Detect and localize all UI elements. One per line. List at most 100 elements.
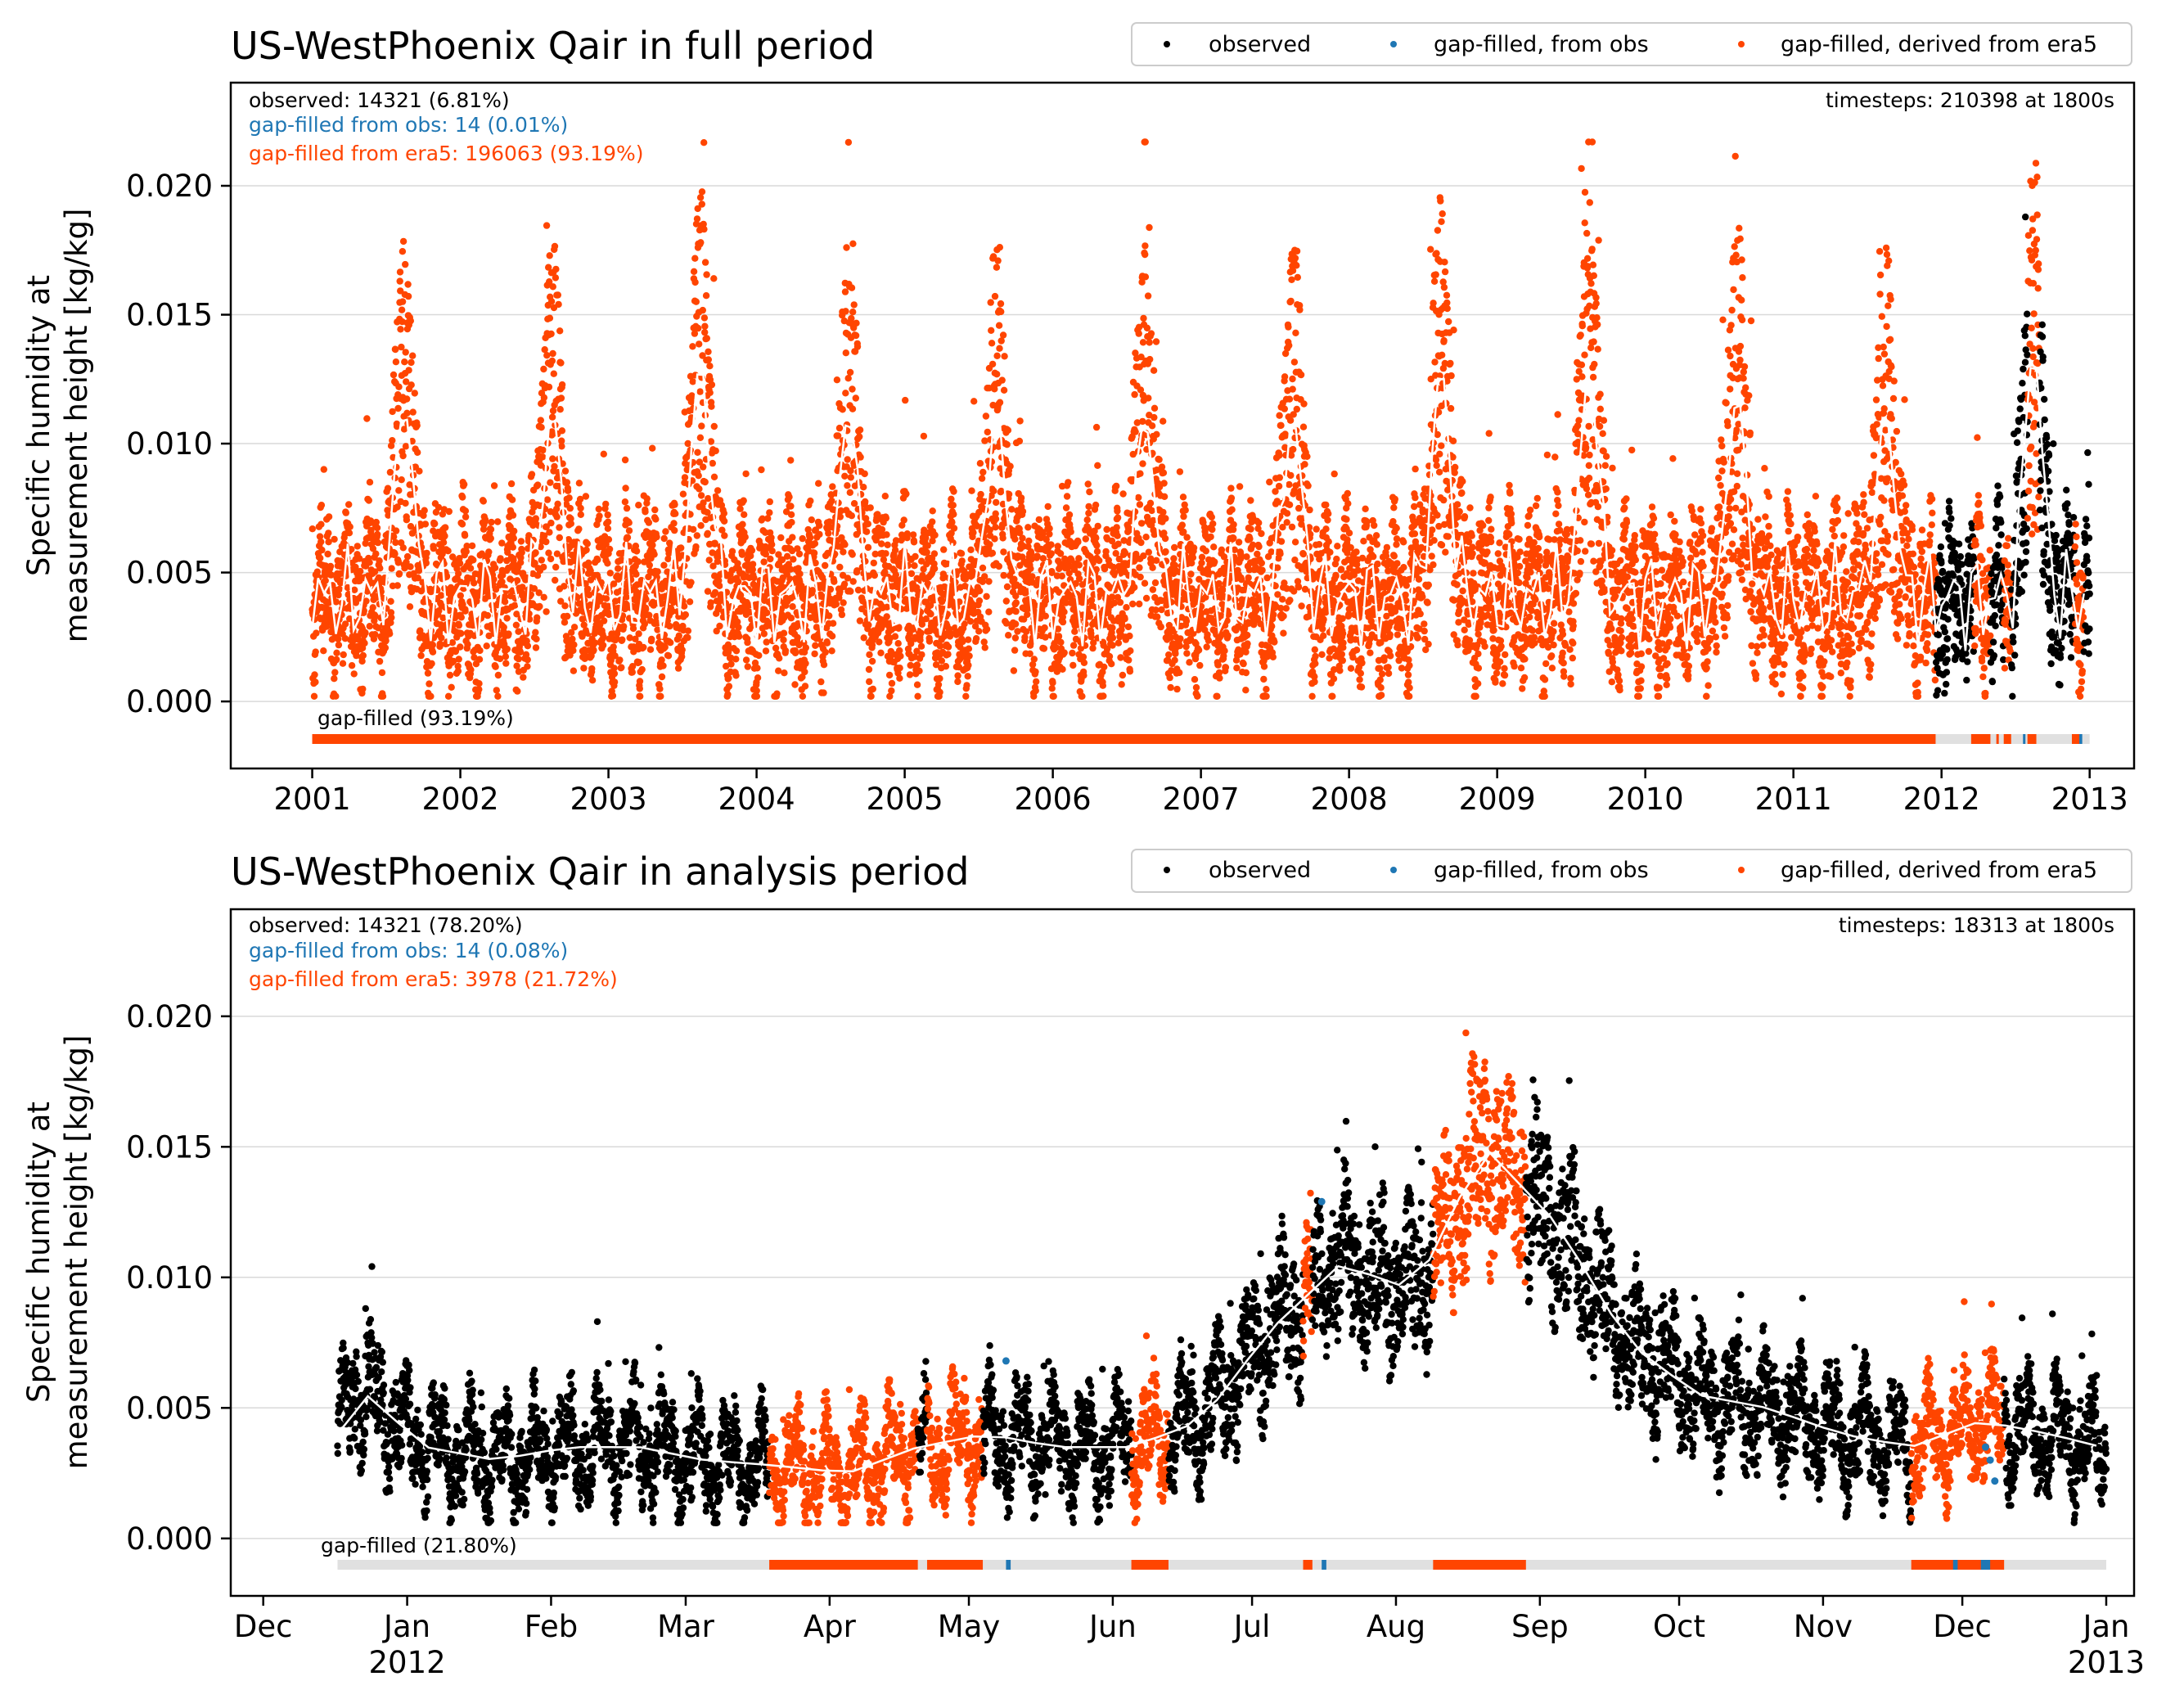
data-point	[1150, 367, 1158, 374]
data-point	[1063, 493, 1071, 500]
data-point	[411, 390, 418, 397]
data-point	[552, 274, 560, 282]
data-point	[476, 647, 484, 655]
data-point	[742, 656, 750, 664]
data-point	[762, 647, 770, 655]
data-point	[1281, 405, 1289, 412]
data-point	[567, 520, 574, 527]
full-period-panel: US-WestPhoenix Qair in full period obser…	[21, 22, 2136, 817]
data-point	[462, 507, 470, 515]
data-point	[1109, 642, 1116, 649]
data-point	[954, 678, 961, 686]
data-point	[1000, 548, 1007, 556]
data-point	[791, 649, 799, 656]
data-point	[656, 685, 664, 692]
data-point	[880, 556, 888, 564]
data-point	[929, 507, 936, 515]
data-point	[426, 680, 433, 687]
data-point	[703, 335, 710, 342]
data-point	[1004, 426, 1012, 434]
data-point	[975, 597, 984, 605]
data-point	[696, 485, 703, 493]
data-point	[557, 359, 565, 367]
data-point	[532, 644, 540, 651]
data-point	[494, 692, 502, 700]
data-point	[882, 514, 890, 522]
data-point	[619, 636, 626, 643]
data-point	[799, 692, 807, 700]
data-point	[1116, 598, 1124, 606]
data-point	[584, 585, 592, 593]
data-point	[507, 480, 516, 488]
data-point	[1017, 494, 1025, 502]
data-point	[422, 559, 430, 567]
data-point	[468, 542, 476, 550]
data-point	[1191, 676, 1199, 683]
data-point	[636, 685, 643, 692]
data-point	[402, 443, 410, 450]
data-point	[399, 248, 407, 255]
data-point	[764, 515, 772, 522]
data-point	[1096, 557, 1103, 565]
data-point	[394, 404, 402, 412]
data-point	[1287, 297, 1295, 305]
data-point	[739, 521, 746, 528]
data-point	[315, 574, 322, 581]
data-point	[367, 526, 375, 534]
data-point	[648, 635, 655, 643]
data-point	[654, 568, 661, 575]
data-point	[660, 662, 667, 669]
data-point	[1085, 509, 1092, 517]
data-point	[763, 638, 770, 646]
data-point	[985, 578, 993, 585]
data-point	[494, 671, 502, 679]
data-point	[1146, 499, 1155, 507]
data-point	[1209, 520, 1217, 528]
data-point	[773, 690, 781, 697]
data-point	[820, 689, 827, 696]
data-point	[925, 638, 934, 645]
data-point	[1221, 647, 1228, 655]
data-point	[790, 556, 797, 563]
data-point	[712, 447, 719, 455]
data-point	[386, 468, 394, 476]
data-point	[1003, 583, 1011, 591]
data-point	[988, 327, 995, 334]
data-point	[900, 516, 907, 524]
data-point	[409, 408, 417, 416]
data-point	[457, 592, 464, 599]
data-point	[970, 398, 978, 405]
data-point	[565, 494, 573, 502]
data-point	[1227, 484, 1235, 492]
data-point	[1135, 493, 1142, 502]
data-point	[657, 692, 664, 700]
data-point	[986, 541, 993, 548]
data-point	[382, 637, 390, 645]
data-point	[317, 521, 325, 528]
data-point	[966, 652, 973, 660]
data-point	[583, 540, 591, 548]
data-point	[760, 630, 768, 638]
data-point	[485, 548, 493, 556]
data-point	[843, 244, 850, 251]
data-point	[318, 546, 326, 554]
data-point	[1280, 629, 1287, 637]
data-point	[707, 438, 715, 445]
data-point	[509, 511, 517, 519]
data-point	[1016, 417, 1024, 425]
data-point	[679, 490, 687, 498]
data-point	[444, 692, 453, 700]
data-point	[588, 665, 596, 673]
data-point	[511, 527, 518, 535]
data-point	[1092, 501, 1100, 509]
data-point	[532, 515, 539, 522]
data-point	[340, 651, 347, 659]
data-point	[545, 549, 552, 557]
data-point	[633, 570, 640, 578]
data-point	[395, 383, 403, 390]
data-point	[857, 453, 864, 461]
data-point	[1141, 579, 1149, 587]
data-point	[976, 460, 984, 467]
data-point	[682, 611, 689, 619]
data-point	[1219, 586, 1227, 594]
